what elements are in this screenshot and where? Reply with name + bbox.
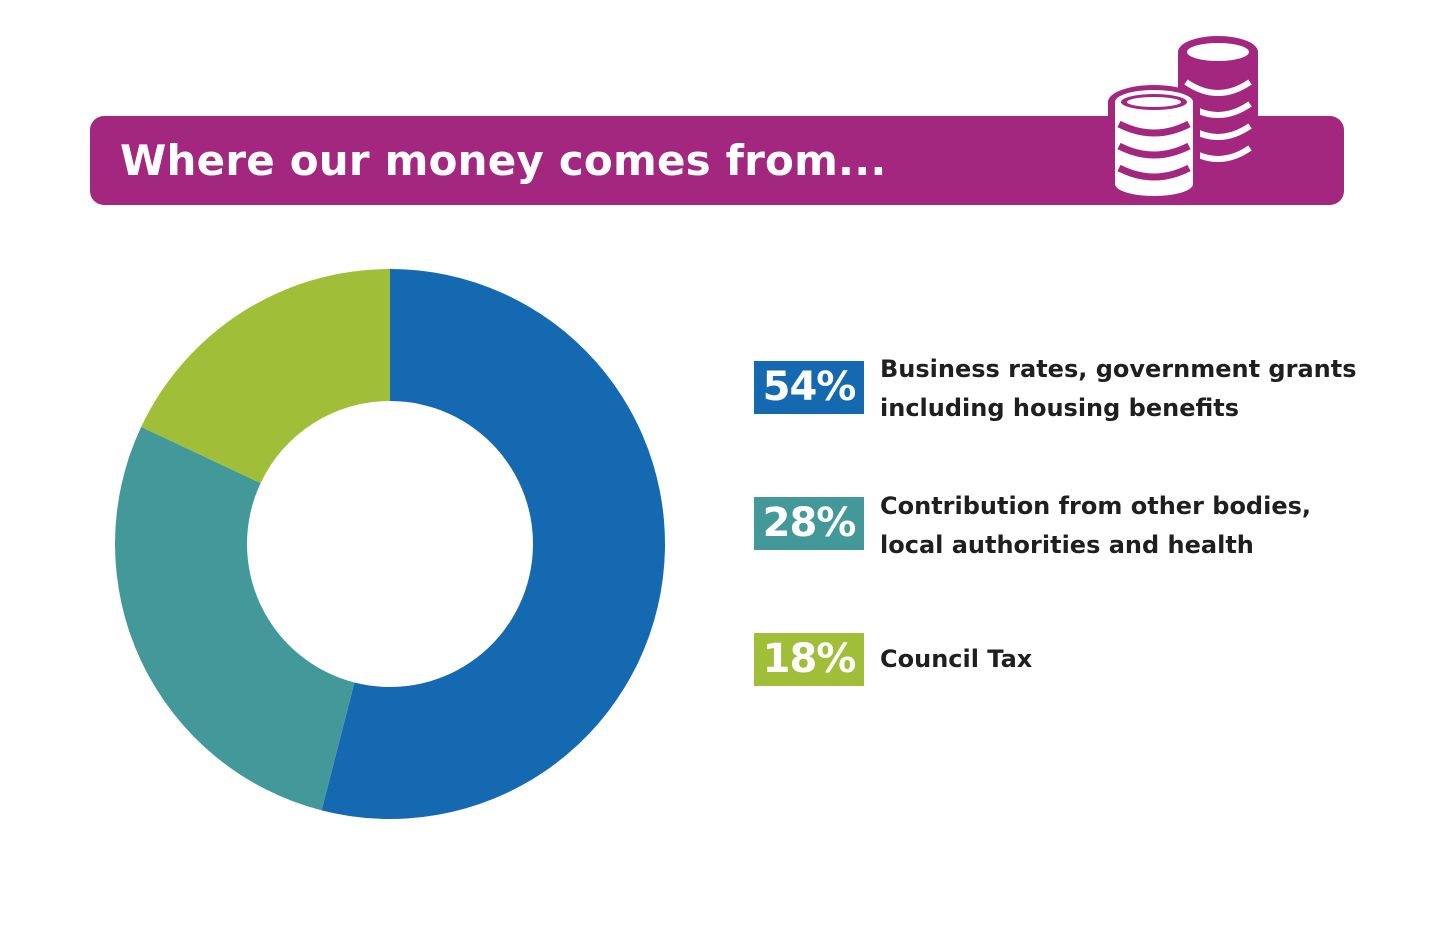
donut-slice-0 <box>321 269 665 819</box>
legend-swatch: 54% <box>754 361 864 414</box>
legend-label-line: local authorities and health <box>880 531 1254 559</box>
legend-swatch: 28% <box>754 497 864 550</box>
legend-label: Business rates, government grants includ… <box>880 350 1360 428</box>
legend-item-council-tax: 18% Council Tax <box>754 633 1394 723</box>
legend-item-business-rates: 54% Business rates, government grants in… <box>754 350 1394 440</box>
legend-label-line: Business rates, government grants <box>880 355 1357 383</box>
legend-swatch: 18% <box>754 633 864 686</box>
coin-stack-front <box>1108 85 1200 200</box>
legend-label-line: including housing benefits <box>880 394 1240 422</box>
donut-slice-2 <box>141 269 390 484</box>
legend-item-contribution: 28% Contribution from other bodies, loca… <box>754 487 1394 577</box>
legend-label-line: Council Tax <box>880 645 1033 673</box>
page-title: Where our money comes from... <box>120 136 887 185</box>
donut-slice-1 <box>115 426 355 811</box>
legend-label-line: Contribution from other bodies, <box>880 492 1312 520</box>
coins-stack-icon <box>1108 36 1258 200</box>
legend-label: Council Tax <box>880 640 1360 679</box>
donut-chart <box>115 269 665 819</box>
legend-label: Contribution from other bodies, local au… <box>880 487 1360 565</box>
